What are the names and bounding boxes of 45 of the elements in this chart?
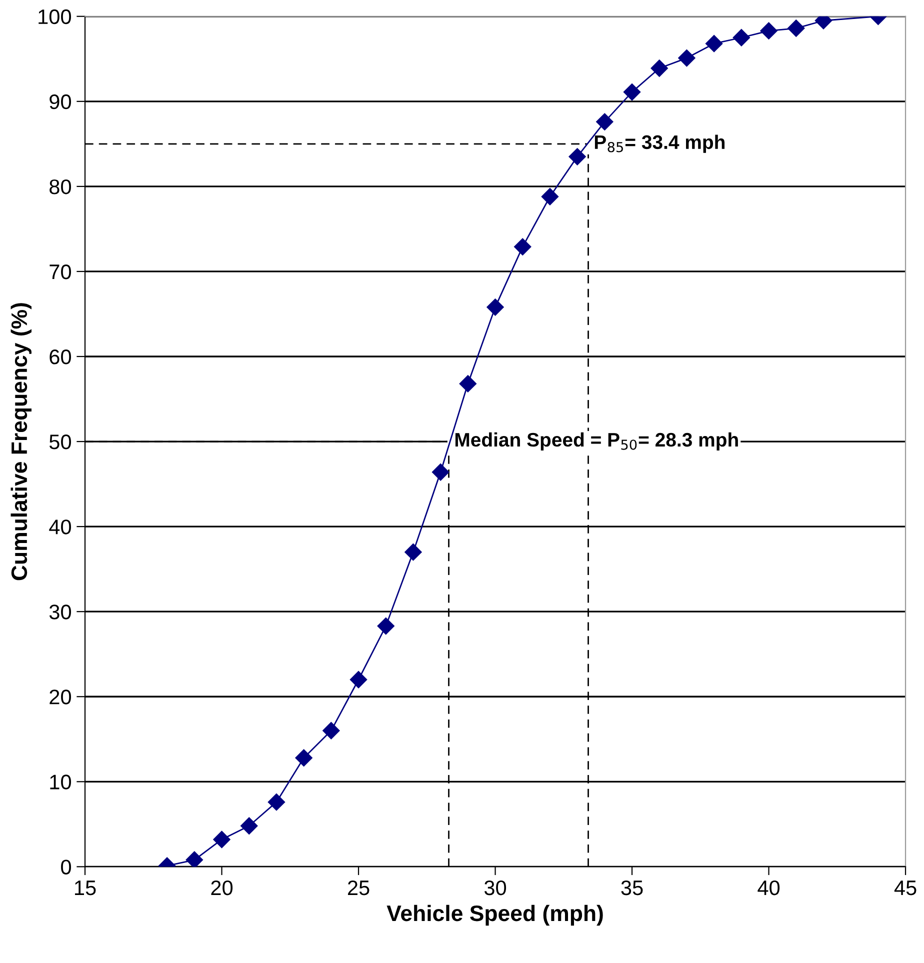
point (322, 722, 340, 740)
y-tick-label: 20 (50, 690, 71, 704)
x-tick-label: 35 (621, 880, 643, 896)
point (514, 238, 532, 256)
point (623, 84, 641, 101)
point (541, 188, 559, 206)
point (459, 375, 476, 392)
point (240, 817, 258, 834)
point (350, 671, 368, 688)
point (706, 35, 723, 52)
y-tick-label: 90 (50, 94, 71, 110)
annotation: Median Speed = P$_{50}$= 28.3 mph (455, 432, 738, 451)
y-tick-label: 80 (50, 179, 71, 194)
x-tick-label: 40 (758, 880, 780, 896)
point (432, 464, 450, 481)
point (788, 20, 805, 37)
point (678, 49, 696, 67)
x-tick-label: 20 (211, 880, 233, 896)
annotation: P$_{85}$= 33.4 mph (594, 134, 725, 153)
point (732, 29, 750, 46)
point (486, 298, 504, 316)
y-tick-label: 0 (61, 860, 71, 874)
point (650, 60, 668, 77)
x-tick-label: 45 (894, 880, 916, 896)
x-tick-label: 15 (75, 880, 96, 896)
point (213, 830, 230, 848)
x-tick-label: 30 (484, 880, 506, 896)
y-tick-label: 30 (49, 604, 71, 620)
x-axis-title: Vehicle Speed (mph) (386, 904, 603, 926)
point (404, 544, 422, 561)
y-tick-label: 10 (50, 774, 71, 790)
y-tick-label: 60 (50, 350, 71, 364)
y-tick-label: 40 (49, 520, 71, 534)
point (596, 113, 614, 130)
point (377, 618, 394, 635)
x-tick-label: 25 (348, 880, 370, 896)
point (186, 851, 203, 867)
y-tick-label: 100 (38, 9, 71, 24)
y-tick-label: 70 (50, 264, 71, 280)
point (295, 749, 312, 766)
point (760, 22, 778, 40)
point (568, 148, 586, 166)
point (268, 794, 286, 811)
y-tick-label: 50 (49, 434, 71, 450)
y-axis-title: Cumulative Frequency (%) (10, 303, 32, 580)
